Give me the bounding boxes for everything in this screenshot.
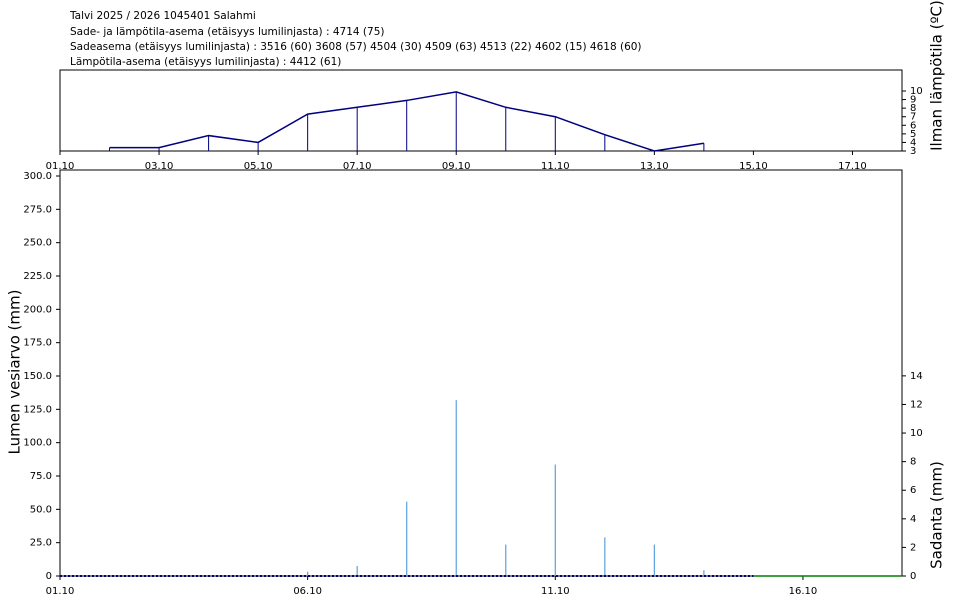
y2-tick-label: 12 <box>910 399 923 410</box>
y2-tick-label: 6 <box>910 485 916 496</box>
y-tick-label: 7 <box>910 112 916 123</box>
y-tick-label: 5 <box>910 129 916 140</box>
y-tick-label: 50.0 <box>30 504 52 515</box>
y-tick-label: 4 <box>910 137 916 148</box>
y-tick-label: 3 <box>910 146 916 157</box>
y-tick-label: 125.0 <box>23 404 52 415</box>
y-tick-label: 275.0 <box>23 204 52 215</box>
y-tick-label: 10 <box>910 86 923 97</box>
y2-tick-label: 0 <box>910 571 916 582</box>
y-tick-label: 175.0 <box>23 338 52 349</box>
y-tick-label: 25.0 <box>30 538 52 549</box>
y-tick-label: 100.0 <box>23 438 52 449</box>
x-tick-label: 09.10 <box>442 161 471 172</box>
x-tick-label: 05.10 <box>244 161 273 172</box>
y2-tick-label: 2 <box>910 542 916 553</box>
x-tick-label: 07.10 <box>343 161 372 172</box>
y-tick-label: 0 <box>46 571 52 582</box>
y-tick-label: 225.0 <box>23 271 52 282</box>
y-tick-label: 9 <box>910 95 916 106</box>
y2-tick-label: 14 <box>910 371 923 382</box>
y2-tick-label: 8 <box>910 457 916 468</box>
y-axis-label: Lumen vesiarvo (mm) <box>6 290 24 455</box>
x-tick-label: 11.10 <box>541 586 570 597</box>
y2-tick-label: 4 <box>910 514 916 525</box>
y-tick-label: 200.0 <box>23 304 52 315</box>
y-tick-label: 300.0 <box>23 171 52 182</box>
header-line: Lämpötila-asema (etäisyys lumilinjasta) … <box>70 56 341 68</box>
plot-frame <box>59 69 903 152</box>
x-tick-label: 13.10 <box>640 161 669 172</box>
y-tick-label: 75.0 <box>30 471 52 482</box>
header-line: Sade- ja lämpötila-asema (etäisyys lumil… <box>70 26 384 38</box>
y-tick-label: 150.0 <box>23 371 52 382</box>
x-tick-label: 01.10 <box>46 161 75 172</box>
x-tick-label: 11.10 <box>541 161 570 172</box>
header-line: Talvi 2025 / 2026 1045401 Salahmi <box>69 10 256 22</box>
y-tick-label: 8 <box>910 103 916 114</box>
x-tick-label: 01.10 <box>46 586 75 597</box>
y-tick-label: 250.0 <box>23 238 52 249</box>
x-tick-label: 17.10 <box>838 161 867 172</box>
y-axis-label: Ilman lämpötila (ºC) <box>928 0 946 151</box>
header-line: Sadeasema (etäisyys lumilinjasta) : 3516… <box>70 41 642 53</box>
y2-axis-label: Sadanta (mm) <box>928 461 946 569</box>
x-tick-label: 06.10 <box>293 586 322 597</box>
y2-tick-label: 10 <box>910 428 923 439</box>
plot-frame <box>59 169 903 577</box>
y-tick-label: 6 <box>910 120 916 131</box>
x-tick-label: 16.10 <box>789 586 818 597</box>
x-tick-label: 15.10 <box>739 161 768 172</box>
line <box>109 91 704 152</box>
x-tick-label: 03.10 <box>145 161 174 172</box>
